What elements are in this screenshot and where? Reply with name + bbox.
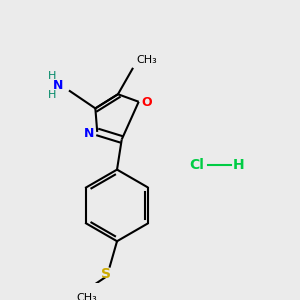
Text: CH₃: CH₃: [76, 293, 97, 300]
Text: N: N: [84, 127, 94, 140]
Text: H: H: [48, 71, 56, 81]
Text: S: S: [101, 267, 111, 281]
Text: N: N: [52, 79, 63, 92]
Text: CH₃: CH₃: [137, 55, 158, 65]
Text: Cl: Cl: [190, 158, 205, 172]
Text: H: H: [48, 90, 56, 100]
Text: H: H: [233, 158, 244, 172]
Text: O: O: [141, 96, 152, 109]
